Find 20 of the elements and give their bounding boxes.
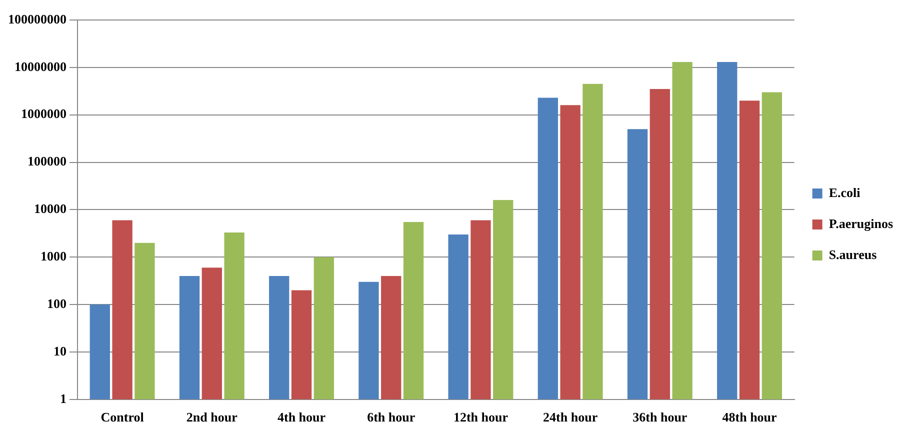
x-tick-label: 12th hour: [453, 410, 508, 425]
x-tick-label: 36th hour: [632, 410, 688, 425]
y-tick-label: 100: [47, 296, 66, 311]
y-tick-label: 1000: [40, 248, 66, 264]
y-tick-label: 100000000: [8, 11, 66, 26]
x-tick-label: 6th hour: [367, 410, 416, 425]
legend-label: P.aeruginos: [828, 216, 894, 231]
legend-label: S.aureus: [828, 246, 877, 262]
y-tick-label: 1000000: [21, 106, 66, 122]
x-tick-label: 24th hour: [543, 410, 598, 425]
x-tick-label: 48th hour: [722, 410, 778, 425]
x-tick-label: 2nd hour: [186, 410, 238, 425]
y-tick-label: 1: [60, 390, 66, 406]
x-tick-label: Control: [100, 410, 144, 425]
legend-label: E.coli: [828, 184, 861, 200]
y-tick-label: 10: [54, 343, 66, 358]
x-tick-label: 4th hour: [277, 410, 326, 425]
y-tick-label: 100000: [28, 154, 66, 169]
y-tick-label: 10000000: [14, 58, 66, 74]
y-tick-label: 10000: [34, 201, 66, 216]
